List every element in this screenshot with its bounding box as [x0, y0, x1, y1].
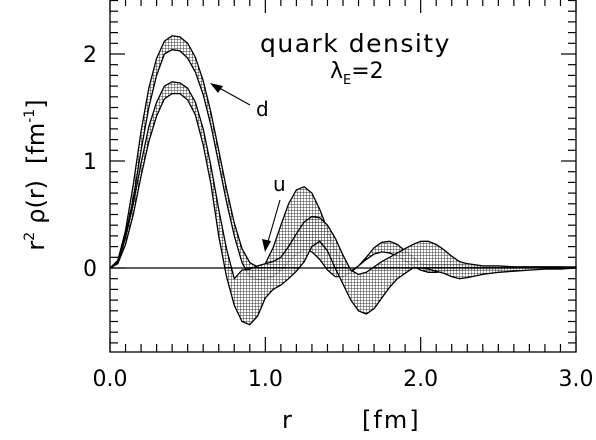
- y-axis-label: r2 ρ(r) [fm-1]: [22, 99, 50, 250]
- y-tick-label: 0: [83, 257, 97, 282]
- ylabel-unitsup: -1: [22, 109, 38, 123]
- band-u: [109, 81, 577, 326]
- arrow-d-head: [210, 83, 223, 93]
- annotation-d: d: [210, 83, 269, 121]
- arrow-u-line: [266, 199, 281, 246]
- subtitle-value: =2: [351, 59, 383, 84]
- y-tick-label: 2: [83, 43, 97, 68]
- chart-title: quark density: [260, 29, 451, 58]
- ylabel-rho: ρ(r): [22, 180, 50, 224]
- ylabel-close: ]: [22, 99, 50, 108]
- chart-subtitle: λE=2: [330, 59, 384, 88]
- y-tick-label: 1: [83, 150, 97, 175]
- x-axis-label-unit: [fm]: [362, 406, 421, 434]
- x-tick-label: 2.0: [403, 367, 438, 392]
- x-tick-label: 0.0: [93, 367, 128, 392]
- annotation-d-label: d: [256, 97, 269, 121]
- x-tick-label: 3.0: [559, 367, 594, 392]
- annotation-u-label: u: [273, 172, 286, 196]
- annotation-u: u: [262, 172, 286, 252]
- ylabel-unit: [fm: [22, 123, 50, 164]
- plot-frame: [109, 0, 577, 353]
- x-tick-label: 1.0: [248, 367, 283, 392]
- ylabel-pow: 2: [22, 232, 38, 241]
- y-tick-labels: 0 1 2: [83, 43, 97, 282]
- arrow-u-head: [262, 239, 271, 252]
- x-axis-label-var: r: [282, 406, 292, 434]
- x-tick-labels: 0.0 1.0 2.0 3.0: [93, 367, 594, 392]
- subtitle-lambda: λ: [330, 59, 343, 84]
- subtitle-subscript: E: [343, 73, 351, 88]
- ylabel-r: r: [22, 241, 50, 251]
